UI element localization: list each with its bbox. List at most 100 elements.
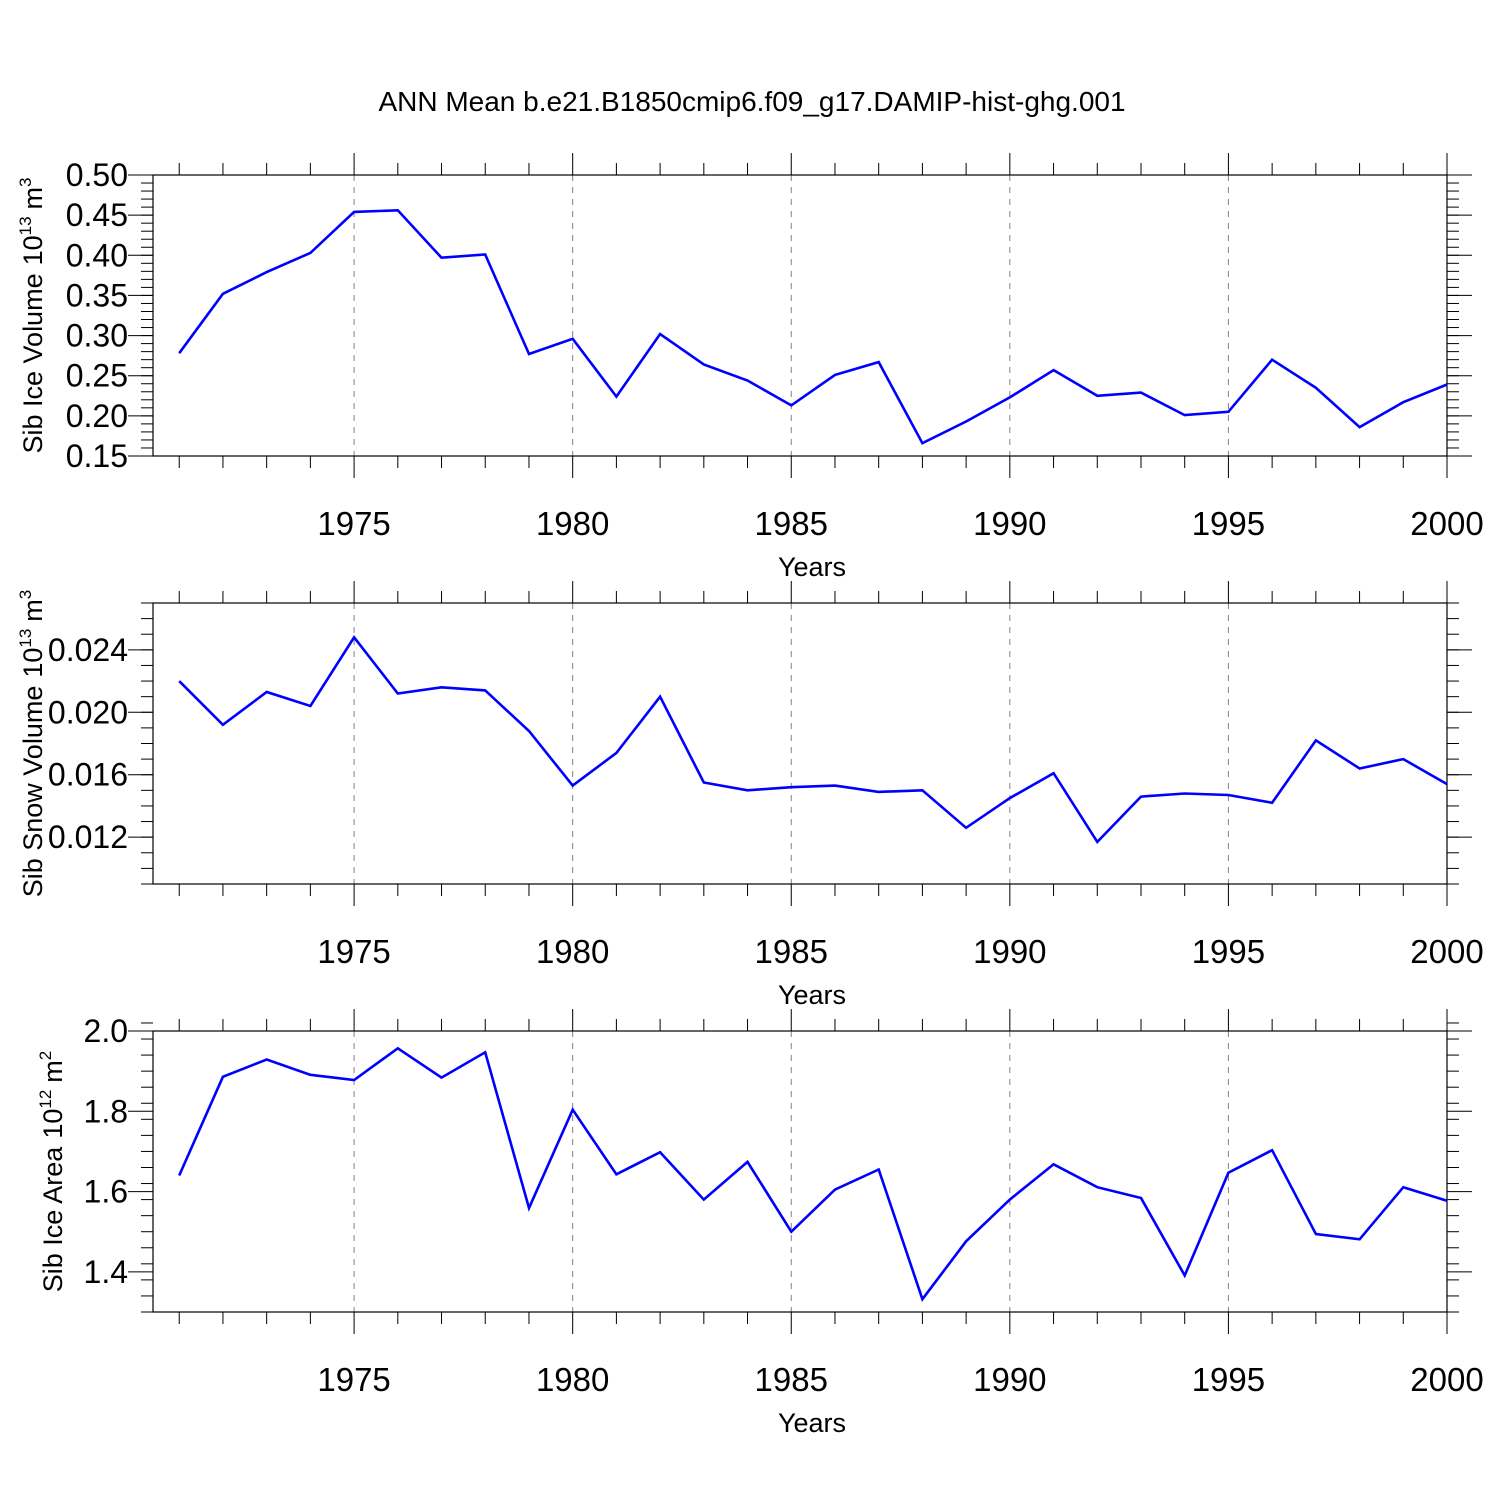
y-tick-label: 0.25	[66, 358, 128, 394]
data-point	[1271, 358, 1273, 360]
x-tick-label: 1985	[755, 933, 828, 970]
y-tick-label: 0.40	[66, 237, 128, 273]
data-point	[703, 1198, 705, 1200]
data-point	[746, 1161, 748, 1163]
data-point	[1140, 1197, 1142, 1199]
data-point	[484, 253, 486, 255]
data-point	[615, 1173, 617, 1175]
data-point	[1052, 772, 1054, 774]
data-point	[790, 404, 792, 406]
data-point	[309, 252, 311, 254]
data-point	[1184, 414, 1186, 416]
y-axis-label-text: Sib Ice Area	[38, 1146, 68, 1293]
panel-ice-area: 1.4 1.6 1.8 2.0 1975 1980 1985 1990 1995 2000 Year…	[36, 1009, 1484, 1438]
x-tick-label: 1975	[317, 505, 390, 542]
y-tick-label: 0.20	[66, 398, 128, 434]
data-point	[1271, 1149, 1273, 1151]
y-tick-label: 0.45	[66, 197, 128, 233]
data-point	[265, 1058, 267, 1060]
series-line	[178, 1046, 1448, 1302]
data-point	[440, 686, 442, 688]
x-tick-label: 1990	[973, 933, 1046, 970]
x-tick-label: 2000	[1410, 933, 1483, 970]
data-point	[1315, 387, 1317, 389]
y-axis-unit-exponent: 13	[16, 216, 35, 235]
data-point	[571, 1108, 573, 1110]
data-point	[397, 692, 399, 694]
data-point	[921, 442, 923, 444]
data-point	[222, 1076, 224, 1078]
y-tick-label: 2.0	[84, 1013, 128, 1049]
data-point	[1184, 792, 1186, 794]
data-point	[1009, 396, 1011, 398]
data-point	[965, 1240, 967, 1242]
data-point	[484, 689, 486, 691]
x-axis-label: Years	[778, 552, 846, 582]
series-line	[178, 635, 1448, 844]
panel-ice-volume: 0.15 0.20 0.25 0.30 0.35 0.40 0.45 0.50 1975 1980…	[16, 153, 1484, 582]
data-point	[1446, 783, 1448, 785]
data-point	[1358, 767, 1360, 769]
y-axis-unit-base: 10	[18, 648, 48, 678]
y-axis-unit-suffix: m	[38, 1060, 68, 1083]
y-axis-label-text: Sib Snow Volume	[18, 686, 48, 898]
data-point	[397, 209, 399, 211]
y-axis-unit-suffix: m	[18, 187, 48, 210]
data-point	[1096, 395, 1098, 397]
x-tick-label: 1995	[1192, 505, 1265, 542]
data-point	[921, 789, 923, 791]
data-point	[1227, 1172, 1229, 1174]
data-point	[1271, 802, 1273, 804]
data-point	[178, 680, 180, 682]
data-point	[222, 293, 224, 295]
data-point	[1402, 401, 1404, 403]
data-point	[571, 338, 573, 340]
data-point	[703, 363, 705, 365]
x-tick-label: 1980	[536, 505, 609, 542]
panel-snow-volume: 0.012 0.016 0.020 0.024 1975 1980 1985 1990 1995…	[16, 581, 1484, 1010]
data-point	[615, 752, 617, 754]
plot-frame	[152, 174, 1448, 457]
data-point	[1052, 1163, 1054, 1165]
data-point	[440, 1076, 442, 1078]
x-tick-label: 1985	[755, 1361, 828, 1398]
data-point	[746, 379, 748, 381]
data-point	[1446, 383, 1448, 385]
data-point	[440, 256, 442, 258]
data-point	[353, 1079, 355, 1081]
x-tick-label: 1995	[1192, 933, 1265, 970]
data-point	[1096, 841, 1098, 843]
x-tick-label: 2000	[1410, 505, 1483, 542]
y-axis-unit-suffix-exponent: 3	[16, 590, 35, 599]
x-tick-label: 1995	[1192, 1361, 1265, 1398]
data-point	[571, 784, 573, 786]
data-point	[659, 695, 661, 697]
data-point	[1184, 1274, 1186, 1276]
x-axis-label: Years	[778, 1408, 846, 1438]
x-tick-label: 1985	[755, 505, 828, 542]
data-point	[222, 724, 224, 726]
data-point	[965, 420, 967, 422]
data-point	[178, 352, 180, 354]
data-point	[1358, 1238, 1360, 1240]
data-point	[1227, 794, 1229, 796]
y-axis-label-text: Sib Ice Volume	[18, 273, 48, 453]
y-tick-label: 1.8	[84, 1093, 128, 1129]
data-point	[921, 1298, 923, 1300]
plot-frame	[152, 602, 1448, 885]
data-point	[397, 1047, 399, 1049]
x-tick-label: 1980	[536, 1361, 609, 1398]
data-point	[484, 1051, 486, 1053]
x-tick-label: 2000	[1410, 1361, 1483, 1398]
data-point	[1315, 739, 1317, 741]
y-tick-label: 1.4	[84, 1254, 128, 1290]
y-tick-label: 0.35	[66, 277, 128, 313]
data-point	[790, 1231, 792, 1233]
y-tick-label: 0.50	[66, 157, 128, 193]
y-axis-unit-base: 10	[38, 1109, 68, 1139]
y-axis-label: Sib Snow Volume 1013 m3	[16, 590, 48, 898]
data-point	[703, 781, 705, 783]
data-point	[1358, 426, 1360, 428]
data-point	[1140, 795, 1142, 797]
